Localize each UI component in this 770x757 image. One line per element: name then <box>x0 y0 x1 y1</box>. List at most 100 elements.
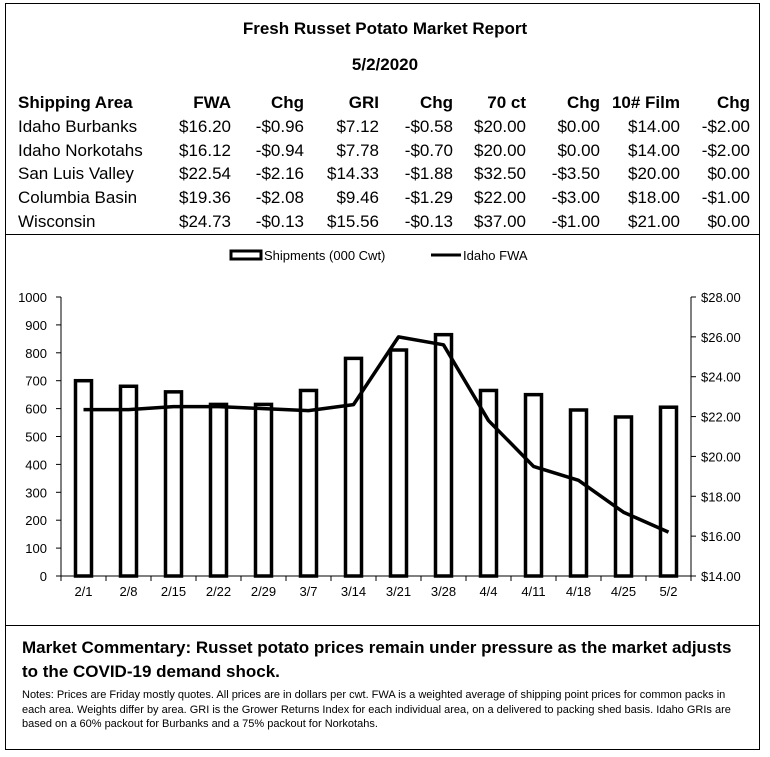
shipping-area-cell: Idaho Burbanks <box>18 116 138 136</box>
price-cell: -$2.08 <box>255 188 304 208</box>
price-cell: $15.56 <box>327 211 379 231</box>
x-tick-label: 3/21 <box>386 584 411 599</box>
x-tick-label: 4/11 <box>521 584 545 599</box>
shipment-bar <box>388 348 409 578</box>
shipment-bar <box>163 390 184 578</box>
shipping-area-cell: Wisconsin <box>18 211 96 231</box>
price-cell: $24.73 <box>179 211 231 231</box>
x-tick-label: 2/22 <box>206 584 231 599</box>
right-tick-label: $20.00 <box>701 449 741 464</box>
price-cell: -$2.00 <box>701 140 750 160</box>
shipment-bar <box>568 408 589 578</box>
price-cell: $16.12 <box>179 140 231 160</box>
x-tick-label: 2/8 <box>119 584 137 599</box>
x-tick-label: 4/4 <box>479 584 497 599</box>
price-cell: $7.78 <box>336 140 379 160</box>
shipping-area-cell: Columbia Basin <box>18 188 138 208</box>
price-cell: $32.50 <box>474 164 526 184</box>
price-cell: -$1.88 <box>404 164 453 184</box>
price-cell: -$3.50 <box>551 164 600 184</box>
price-cell: -$0.58 <box>404 116 453 136</box>
report-title: Fresh Russet Potato Market Report <box>242 19 528 38</box>
price-cell: -$0.13 <box>404 211 453 231</box>
price-cell: $18.00 <box>628 188 680 208</box>
left-tick-label: 300 <box>25 485 47 500</box>
price-cell: -$2.00 <box>701 116 750 136</box>
fwa-line <box>83 335 670 534</box>
price-cell: -$0.96 <box>255 116 304 136</box>
right-tick-label: $22.00 <box>701 410 741 425</box>
left-tick-label: 800 <box>25 346 47 361</box>
left-tick-label: 100 <box>25 541 47 556</box>
price-cell: -$0.70 <box>404 140 453 160</box>
shipment-bar <box>118 384 139 578</box>
column-header: 70 ct <box>487 93 526 112</box>
table-header-row: Shipping Area FWA Chg GRI Chg 70 ct Chg … <box>18 91 750 115</box>
price-cell: -$1.29 <box>404 188 453 208</box>
left-tick-label: 900 <box>25 318 47 333</box>
column-header: GRI <box>348 93 379 112</box>
price-cell: $9.46 <box>336 188 379 208</box>
right-tick-label: $14.00 <box>701 569 741 584</box>
left-tick-label: 200 <box>25 513 47 528</box>
column-header: FWA <box>193 93 231 112</box>
report-frame <box>5 3 760 750</box>
shipment-bar <box>253 402 274 578</box>
left-tick-label: 600 <box>25 402 47 417</box>
right-tick-label: $18.00 <box>701 489 741 504</box>
legend-label-shipments: Shipments (000 Cwt) <box>264 248 385 263</box>
x-tick-label: 2/29 <box>251 584 276 599</box>
price-cell: $14.00 <box>628 116 680 136</box>
left-tick-label: 0 <box>40 569 47 584</box>
shipment-bar <box>208 402 229 578</box>
price-cell: $7.12 <box>336 116 379 136</box>
column-header: Chg <box>419 93 453 112</box>
price-cell: -$1.00 <box>701 188 750 208</box>
price-cell: -$0.13 <box>255 211 304 231</box>
column-header: Chg <box>270 93 304 112</box>
right-tick-label: $16.00 <box>701 529 741 544</box>
left-tick-label: 500 <box>25 430 47 445</box>
report-date: 5/2/2020 <box>351 55 419 74</box>
price-cell: -$1.00 <box>551 211 600 231</box>
x-tick-label: 5/2 <box>659 584 677 599</box>
price-cell: $0.00 <box>707 164 750 184</box>
chart-panel <box>5 234 760 626</box>
price-cell: $0.00 <box>557 116 600 136</box>
shipment-bar <box>343 356 364 578</box>
price-cell: $19.36 <box>179 188 231 208</box>
column-header: Shipping Area <box>18 93 133 112</box>
left-tick-label: 400 <box>25 457 47 472</box>
price-cell: $14.33 <box>327 164 379 184</box>
x-tick-label: 4/25 <box>611 584 636 599</box>
shipping-area-cell: Idaho Norkotahs <box>18 140 143 160</box>
market-commentary: Market Commentary: Russet potato prices … <box>22 638 732 681</box>
right-tick-label: $26.00 <box>701 330 741 345</box>
column-header: Chg <box>716 93 750 112</box>
price-cell: $0.00 <box>557 140 600 160</box>
shipping-area-cell: San Luis Valley <box>18 164 134 184</box>
price-cell: $0.00 <box>707 211 750 231</box>
price-cell: $22.54 <box>179 164 231 184</box>
x-tick-label: 3/14 <box>341 584 366 599</box>
legend-swatch-shipments <box>229 249 263 261</box>
price-cell: $14.00 <box>628 140 680 160</box>
price-cell: $20.00 <box>474 140 526 160</box>
table-row: Idaho Burbanks $16.20 -$0.96 $7.12 -$0.58 $20… <box>18 115 750 139</box>
shipment-bar <box>433 332 454 578</box>
x-tick-label: 3/28 <box>431 584 456 599</box>
report-notes: Notes: Prices are Friday mostly quotes. … <box>22 689 731 730</box>
price-cell: $16.20 <box>179 116 231 136</box>
x-tick-label: 2/1 <box>74 584 92 599</box>
x-tick-label: 2/15 <box>161 584 186 599</box>
legend-label-fwa: Idaho FWA <box>463 248 528 263</box>
price-cell: $21.00 <box>628 211 680 231</box>
table-row: San Luis Valley $22.54 -$2.16 $14.33 -$1.88 $… <box>18 162 750 186</box>
left-tick-label: 1000 <box>18 290 47 305</box>
column-header: 10# Film <box>611 93 680 112</box>
price-cell: $22.00 <box>474 188 526 208</box>
x-tick-label: 4/18 <box>566 584 591 599</box>
price-cell: $37.00 <box>474 211 526 231</box>
column-header: Chg <box>566 93 600 112</box>
shipment-bar <box>298 388 319 578</box>
